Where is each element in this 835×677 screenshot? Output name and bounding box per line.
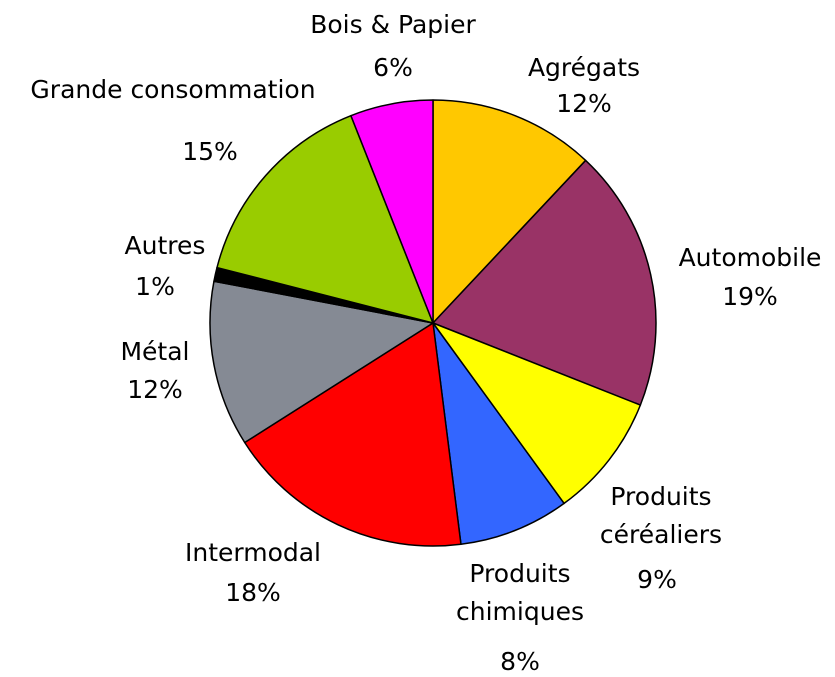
value-label: 12% [127, 375, 183, 404]
value-label: 19% [722, 282, 778, 311]
value-label: 9% [637, 565, 677, 594]
slice-label: Produits céréaliers [599, 482, 723, 549]
slice-label: Métal [120, 337, 190, 366]
slice-label: Intermodal [184, 538, 322, 567]
pie-slice [216, 114, 434, 324]
slice-label: Grande consommation [30, 75, 316, 104]
value-label: 6% [373, 53, 413, 82]
slice-label: Autres [124, 231, 206, 260]
value-label: 8% [500, 647, 540, 676]
pie-slice [432, 322, 642, 505]
slice-label: Agrégats [527, 53, 641, 82]
value-label: 12% [556, 89, 612, 118]
pie-slice [209, 280, 434, 444]
value-label: 18% [225, 578, 281, 607]
pie-slice [432, 99, 587, 324]
slice-label: Produits chimiques [456, 559, 584, 626]
pie-slice [432, 322, 565, 545]
slice-label: Automobile [678, 243, 822, 272]
value-label: 15% [182, 137, 238, 166]
pie-slice [432, 159, 657, 406]
value-label: 1% [135, 272, 175, 301]
slice-label: Bois & Papier [310, 10, 476, 39]
pie-slice [243, 322, 462, 547]
pie-slice [350, 99, 434, 324]
